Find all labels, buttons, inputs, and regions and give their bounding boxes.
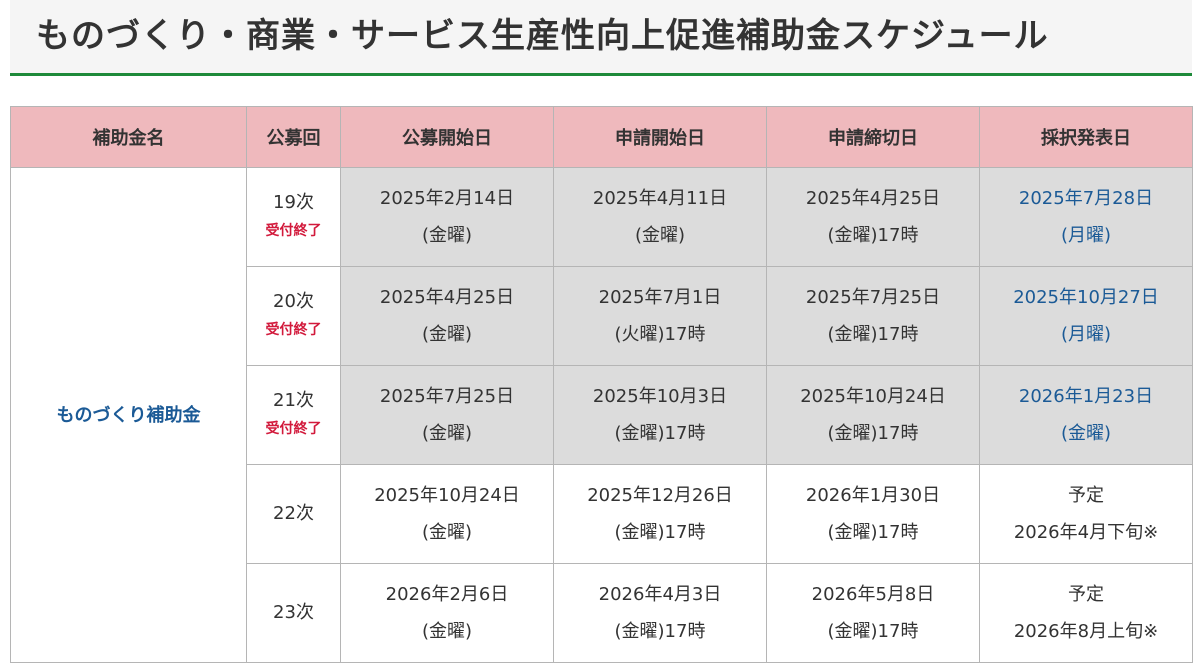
date-line: 2025年12月26日 bbox=[587, 485, 733, 506]
status-badge: 受付終了 bbox=[265, 223, 322, 239]
round-cell: 19次 受付終了 bbox=[246, 167, 341, 267]
open-date-cell: 2025年2月14日 (金曜) bbox=[340, 167, 554, 267]
date-line: 2025年7月25日 bbox=[379, 386, 515, 407]
deadline-cell: 2026年1月30日 (金曜)17時 bbox=[766, 464, 980, 564]
status-badge: 受付終了 bbox=[265, 421, 322, 437]
date-line: 2025年4月25日 bbox=[379, 287, 515, 308]
weekday-line: (月曜) bbox=[1060, 225, 1112, 246]
date-line: 2025年10月24日 bbox=[374, 485, 520, 506]
date-line: 2025年7月28日 bbox=[1018, 188, 1154, 209]
date-line: 2026年1月23日 bbox=[1018, 386, 1154, 407]
announce-date-cell[interactable]: 2026年1月23日 (金曜) bbox=[979, 365, 1193, 465]
header-deadline: 申請締切日 bbox=[766, 106, 980, 168]
round-label: 19次 bbox=[273, 192, 314, 213]
weekday-line: (金曜) bbox=[1060, 423, 1112, 444]
date-line: 2025年10月3日 bbox=[592, 386, 728, 407]
weekday-line: (金曜) bbox=[421, 621, 473, 642]
announce-date-cell: 予定 2026年4月下旬※ bbox=[979, 464, 1193, 564]
deadline-cell: 2026年5月8日 (金曜)17時 bbox=[766, 563, 980, 663]
apply-start-cell: 2025年10月3日 (金曜)17時 bbox=[553, 365, 767, 465]
date-line: 2025年7月1日 bbox=[598, 287, 722, 308]
weekday-line: (金曜) bbox=[421, 324, 473, 345]
deadline-cell: 2025年10月24日 (金曜)17時 bbox=[766, 365, 980, 465]
weekday-line: (金曜)17時 bbox=[827, 522, 919, 543]
planned-date: 2026年4月下旬※ bbox=[1013, 522, 1159, 543]
weekday-line: (金曜)17時 bbox=[614, 621, 706, 642]
table-row: 22次 2025年10月24日 (金曜) 2025年12月26日 (金曜)17時… bbox=[11, 464, 1193, 564]
status-badge: 受付終了 bbox=[265, 322, 322, 338]
apply-start-cell: 2026年4月3日 (金曜)17時 bbox=[553, 563, 767, 663]
schedule-table: 補助金名 公募回 公募開始日 申請開始日 申請締切日 採択発表日 ものづくり補助… bbox=[10, 106, 1193, 663]
date-line: 2026年4月3日 bbox=[598, 584, 722, 605]
weekday-line: (金曜)17時 bbox=[827, 225, 919, 246]
open-date-cell: 2026年2月6日 (金曜) bbox=[340, 563, 554, 663]
subsidy-name-cell[interactable]: ものづくり補助金 bbox=[10, 167, 247, 663]
weekday-line: (金曜) bbox=[421, 225, 473, 246]
header-announce-date: 採択発表日 bbox=[979, 106, 1193, 168]
weekday-line: (金曜) bbox=[421, 522, 473, 543]
date-line: 2026年2月6日 bbox=[385, 584, 509, 605]
weekday-line: (金曜) bbox=[634, 225, 686, 246]
announce-date-cell[interactable]: 2025年7月28日 (月曜) bbox=[979, 167, 1193, 267]
apply-start-cell: 2025年7月1日 (火曜)17時 bbox=[553, 266, 767, 366]
open-date-cell: 2025年4月25日 (金曜) bbox=[340, 266, 554, 366]
header-apply-start: 申請開始日 bbox=[553, 106, 767, 168]
round-cell: 20次 受付終了 bbox=[246, 266, 341, 366]
weekday-line: (金曜)17時 bbox=[827, 423, 919, 444]
round-label: 22次 bbox=[273, 503, 314, 524]
date-line: 2026年5月8日 bbox=[811, 584, 935, 605]
header-open-date: 公募開始日 bbox=[340, 106, 554, 168]
page-header: ものづくり・商業・サービス生産性向上促進補助金スケジュール bbox=[10, 0, 1192, 76]
weekday-line: (火曜)17時 bbox=[614, 324, 706, 345]
open-date-cell: 2025年10月24日 (金曜) bbox=[340, 464, 554, 564]
header-subsidy-name: 補助金名 bbox=[10, 106, 247, 168]
table-row: 20次 受付終了 2025年4月25日 (金曜) 2025年7月1日 (火曜)1… bbox=[11, 266, 1193, 366]
weekday-line: (金曜)17時 bbox=[614, 522, 706, 543]
announce-date-cell: 予定 2026年8月上旬※ bbox=[979, 563, 1193, 663]
page-title: ものづくり・商業・サービス生産性向上促進補助金スケジュール bbox=[36, 16, 1049, 56]
table-header-row: 補助金名 公募回 公募開始日 申請開始日 申請締切日 採択発表日 bbox=[10, 106, 1193, 168]
round-label: 21次 bbox=[273, 390, 314, 411]
deadline-cell: 2025年4月25日 (金曜)17時 bbox=[766, 167, 980, 267]
apply-start-cell: 2025年4月11日 (金曜) bbox=[553, 167, 767, 267]
apply-start-cell: 2025年12月26日 (金曜)17時 bbox=[553, 464, 767, 564]
round-label: 20次 bbox=[273, 291, 314, 312]
table-row: 23次 2026年2月6日 (金曜) 2026年4月3日 (金曜)17時 202… bbox=[11, 563, 1193, 663]
weekday-line: (金曜)17時 bbox=[827, 324, 919, 345]
planned-label: 予定 bbox=[1068, 485, 1104, 506]
table-row: ものづくり補助金 19次 受付終了 2025年2月14日 (金曜) 2025年4… bbox=[10, 167, 1193, 663]
round-cell: 23次 bbox=[246, 563, 341, 663]
planned-label: 予定 bbox=[1068, 584, 1104, 605]
table-row: 21次 受付終了 2025年7月25日 (金曜) 2025年10月3日 (金曜)… bbox=[11, 365, 1193, 465]
date-line: 2025年10月27日 bbox=[1013, 287, 1159, 308]
planned-date: 2026年8月上旬※ bbox=[1013, 621, 1159, 642]
weekday-line: (月曜) bbox=[1060, 324, 1112, 345]
deadline-cell: 2025年7月25日 (金曜)17時 bbox=[766, 266, 980, 366]
round-cell: 22次 bbox=[246, 464, 341, 564]
date-line: 2025年4月11日 bbox=[592, 188, 728, 209]
weekday-line: (金曜) bbox=[421, 423, 473, 444]
open-date-cell: 2025年7月25日 (金曜) bbox=[340, 365, 554, 465]
date-line: 2025年10月24日 bbox=[800, 386, 946, 407]
round-cell: 21次 受付終了 bbox=[246, 365, 341, 465]
header-round: 公募回 bbox=[246, 106, 341, 168]
date-line: 2025年2月14日 bbox=[379, 188, 515, 209]
date-line: 2025年7月25日 bbox=[805, 287, 941, 308]
date-line: 2026年1月30日 bbox=[805, 485, 941, 506]
weekday-line: (金曜)17時 bbox=[614, 423, 706, 444]
date-line: 2025年4月25日 bbox=[805, 188, 941, 209]
round-label: 23次 bbox=[273, 602, 314, 623]
announce-date-cell[interactable]: 2025年10月27日 (月曜) bbox=[979, 266, 1193, 366]
weekday-line: (金曜)17時 bbox=[827, 621, 919, 642]
